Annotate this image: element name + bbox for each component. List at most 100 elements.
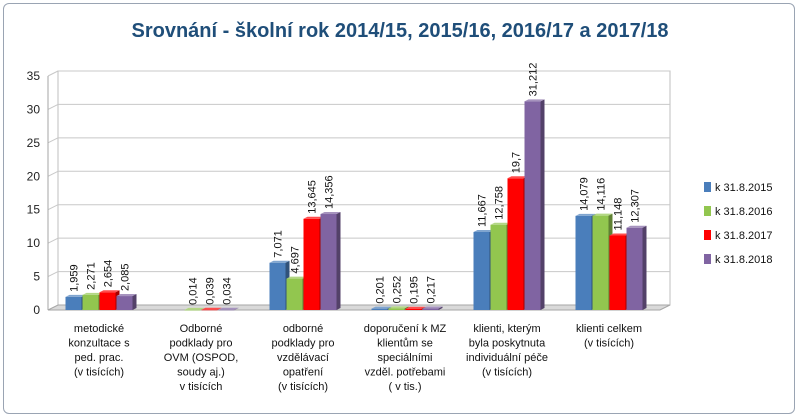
data-label: 11,667 <box>477 194 489 227</box>
legend-label: k 31.8.2016 <box>715 206 773 218</box>
y-tick-label: 20 <box>27 169 41 183</box>
bar-top <box>371 306 392 309</box>
bar-front <box>388 308 405 310</box>
data-label: 7,071 <box>273 230 285 258</box>
bar-top <box>609 233 630 236</box>
data-label: 14,116 <box>596 178 608 211</box>
bar-top <box>473 229 494 232</box>
data-label: 2,085 <box>120 264 132 292</box>
data-label: 13,645 <box>307 180 319 214</box>
bar <box>116 294 137 310</box>
data-label: 4,697 <box>290 246 302 274</box>
bar-front <box>99 292 116 310</box>
category-label: doporučení k MZ klientům se speciálními vzd… <box>364 323 447 393</box>
bar-front <box>405 308 422 310</box>
bar-top <box>422 306 443 309</box>
bar-top <box>524 99 545 102</box>
bar-top <box>286 276 307 279</box>
bar-top <box>575 213 596 216</box>
bar-front <box>609 235 626 310</box>
bar-side <box>200 307 205 310</box>
bar-side <box>217 307 222 310</box>
bar-top <box>592 213 613 216</box>
y-tick-label: 0 <box>33 303 40 317</box>
bar-side <box>642 225 647 310</box>
data-label: 12,307 <box>630 189 642 223</box>
category-label: odborné podklady pro vzdělávací opatření (v … <box>272 323 335 393</box>
legend-swatch <box>704 230 711 240</box>
bar-top <box>507 176 528 179</box>
data-label: 0,217 <box>426 276 438 304</box>
data-label: 0,014 <box>188 277 200 305</box>
data-label: 12,758 <box>494 186 506 220</box>
bar <box>626 225 647 310</box>
bar-front <box>320 214 337 310</box>
bar-side <box>438 306 443 310</box>
data-label: 2,271 <box>86 262 98 290</box>
data-label: 0,252 <box>392 276 404 304</box>
data-label: 1,959 <box>69 264 81 292</box>
bar-front <box>575 215 592 310</box>
bar-top <box>218 307 239 310</box>
data-label: 0,201 <box>375 276 387 304</box>
y-tick-label: 25 <box>27 136 41 150</box>
bar-front <box>201 309 218 311</box>
legend: k 31.8.2015 k 31.8.2016 k 31.8.2017 k 31.8.… <box>704 182 773 266</box>
bar-top <box>82 292 103 295</box>
bar-front <box>371 308 388 310</box>
legend-swatch <box>704 206 711 216</box>
bar-top <box>388 306 409 309</box>
gridline <box>47 271 59 278</box>
gridline <box>47 170 59 177</box>
chart-title: Srovnání - školní rok 2014/15, 2015/16, … <box>131 20 668 42</box>
bar-front <box>82 294 99 310</box>
y-tick-label: 35 <box>27 69 41 83</box>
bar-top <box>65 294 86 297</box>
bar <box>524 99 545 310</box>
bar-front <box>422 308 439 310</box>
data-label: 0,034 <box>222 277 234 305</box>
bar-front <box>592 215 609 310</box>
bar <box>422 306 443 310</box>
category-label: klienti celkem (v tisících) <box>576 323 642 350</box>
data-label: 19,7 <box>511 152 523 173</box>
gridline <box>47 70 59 77</box>
bar-top <box>201 307 222 310</box>
category-label: klienti, kterým byla poskytnuta individuál… <box>466 323 548 379</box>
bar-top <box>269 260 290 263</box>
bar <box>320 212 341 310</box>
bar-top <box>405 306 426 309</box>
category-label: metodické konzultace s ped. prac. (v tisící… <box>68 323 130 379</box>
gridline <box>47 137 59 144</box>
bar-front <box>184 309 201 311</box>
bar-front <box>626 227 643 310</box>
bar-front <box>286 278 303 310</box>
bar-front <box>269 262 286 310</box>
bar-top <box>320 212 341 215</box>
plot-area: 0 5 10 15 20 25 30 35 1,959 2,271 2,654 2,085 metodi… <box>27 63 671 393</box>
bar-front <box>524 101 541 310</box>
gridline <box>47 103 59 110</box>
legend-item: k 31.8.2017 <box>704 230 773 242</box>
legend-label: k 31.8.2018 <box>715 254 773 266</box>
legend-swatch <box>704 182 711 192</box>
bar <box>201 307 222 311</box>
legend-swatch <box>704 254 711 264</box>
bar-side <box>132 294 137 310</box>
category-label: Odborné podklady pro OVM (OSPOD, soudy aj.)… <box>164 323 239 393</box>
bar <box>184 307 205 311</box>
legend-label: k 31.8.2017 <box>715 230 773 242</box>
bar-side <box>540 99 545 310</box>
legend-label: k 31.8.2015 <box>715 182 773 194</box>
legend-item: k 31.8.2018 <box>704 254 773 266</box>
bar-front <box>116 296 133 310</box>
bar-side <box>234 307 239 310</box>
bar-front <box>303 218 320 310</box>
data-label: 2,654 <box>103 260 115 288</box>
data-label: 0,039 <box>205 277 217 305</box>
legend-item: k 31.8.2016 <box>704 206 773 218</box>
gridline <box>47 237 59 244</box>
data-label: 0,195 <box>409 276 421 304</box>
bar-top <box>490 222 511 225</box>
